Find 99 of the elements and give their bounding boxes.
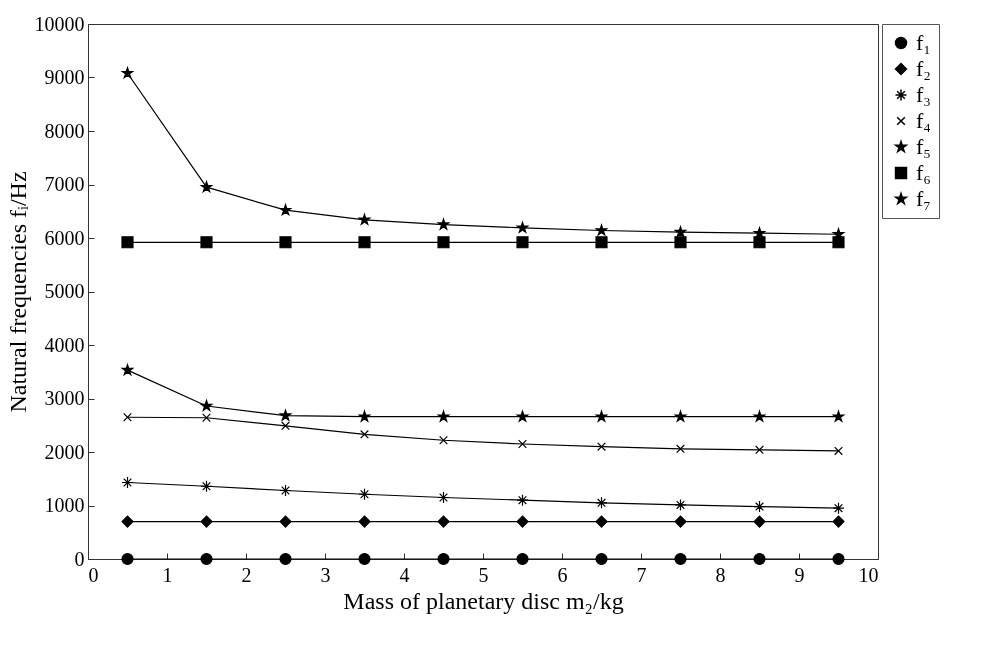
point (595, 224, 608, 236)
y-tick-label: 0 (74, 547, 85, 570)
point (121, 515, 134, 528)
x-axis-title: Mass of planetary disc m₂/kg (343, 587, 624, 614)
y-axis-title: Natural frequencies fᵢ/Hz (4, 171, 31, 413)
y-tick-label: 1000 (44, 494, 85, 516)
point (832, 502, 845, 515)
point (832, 236, 845, 249)
point (121, 476, 134, 489)
point (121, 236, 134, 249)
y-tick-label: 9000 (44, 66, 85, 88)
legend-label: f₇ (916, 186, 931, 211)
point (437, 410, 450, 422)
point (516, 236, 529, 249)
x-tick-label: 4 (399, 563, 410, 586)
point (358, 552, 371, 566)
x-tick-label: 0 (88, 563, 99, 586)
point (437, 218, 450, 230)
point (516, 552, 529, 566)
x-tick-label: 1 (162, 563, 173, 586)
point (200, 480, 213, 493)
point (358, 488, 371, 501)
point (279, 515, 292, 528)
point (279, 204, 292, 216)
legend-label: f₆ (916, 160, 931, 185)
x-tick-label: 3 (320, 563, 331, 586)
point (439, 435, 448, 445)
y-tick-label: 2000 (44, 440, 85, 463)
point (121, 364, 134, 376)
point (674, 552, 687, 566)
point (437, 491, 450, 504)
y-tick-label: 3000 (44, 387, 85, 409)
x-tick-label: 6 (557, 563, 568, 586)
point (595, 236, 608, 249)
point (358, 213, 371, 225)
point (595, 410, 608, 422)
point (437, 515, 450, 528)
point (437, 236, 450, 249)
point (121, 67, 134, 79)
point (755, 445, 764, 455)
point (595, 515, 608, 528)
point (358, 236, 371, 249)
point (674, 236, 687, 249)
point (516, 410, 529, 422)
x-tick-label: 5 (478, 563, 489, 586)
y-tick-label: 6000 (44, 226, 85, 249)
point (200, 399, 213, 412)
x-tick-label: 7 (636, 563, 647, 586)
point (676, 444, 685, 454)
point (674, 515, 687, 528)
point (200, 236, 213, 249)
y-tick-label: 5000 (44, 280, 85, 302)
point (832, 515, 845, 528)
point (358, 515, 371, 528)
point (200, 181, 213, 193)
point (121, 552, 134, 566)
x-tick-label: 2 (241, 563, 252, 586)
point (281, 421, 290, 431)
point (595, 496, 608, 509)
point (516, 515, 529, 528)
point (516, 494, 529, 507)
point (279, 236, 292, 249)
point (832, 410, 845, 422)
legend-label: f₅ (916, 134, 931, 159)
point (674, 410, 687, 422)
point (518, 439, 527, 449)
point (753, 236, 766, 249)
point (358, 410, 371, 422)
point (279, 552, 292, 566)
point (202, 413, 211, 423)
x-tick-label: 8 (715, 563, 726, 586)
y-tick-label: 8000 (44, 119, 85, 142)
point (279, 409, 292, 421)
legend-label: f₂ (916, 56, 931, 81)
point (437, 552, 450, 566)
point (753, 515, 766, 528)
x-tick-label: 10 (858, 563, 879, 586)
point (674, 226, 687, 238)
point (200, 552, 213, 566)
point (200, 515, 213, 528)
point (595, 552, 608, 566)
point (832, 552, 845, 566)
point (753, 552, 766, 566)
point (834, 446, 843, 456)
legend-label: f₁ (916, 30, 931, 55)
point (753, 500, 766, 513)
y-tick-label: 4000 (44, 333, 85, 356)
point (597, 442, 606, 452)
y-tick-label: 7000 (44, 173, 85, 195)
point (123, 412, 132, 422)
point (279, 484, 292, 497)
x-tick-label: 9 (794, 563, 805, 586)
point (360, 429, 369, 439)
legend-label: f₄ (916, 108, 931, 133)
point (516, 221, 529, 233)
y-tick-label: 10000 (34, 12, 85, 35)
point (753, 410, 766, 422)
point (674, 498, 687, 512)
legend-label: f₃ (916, 82, 931, 107)
